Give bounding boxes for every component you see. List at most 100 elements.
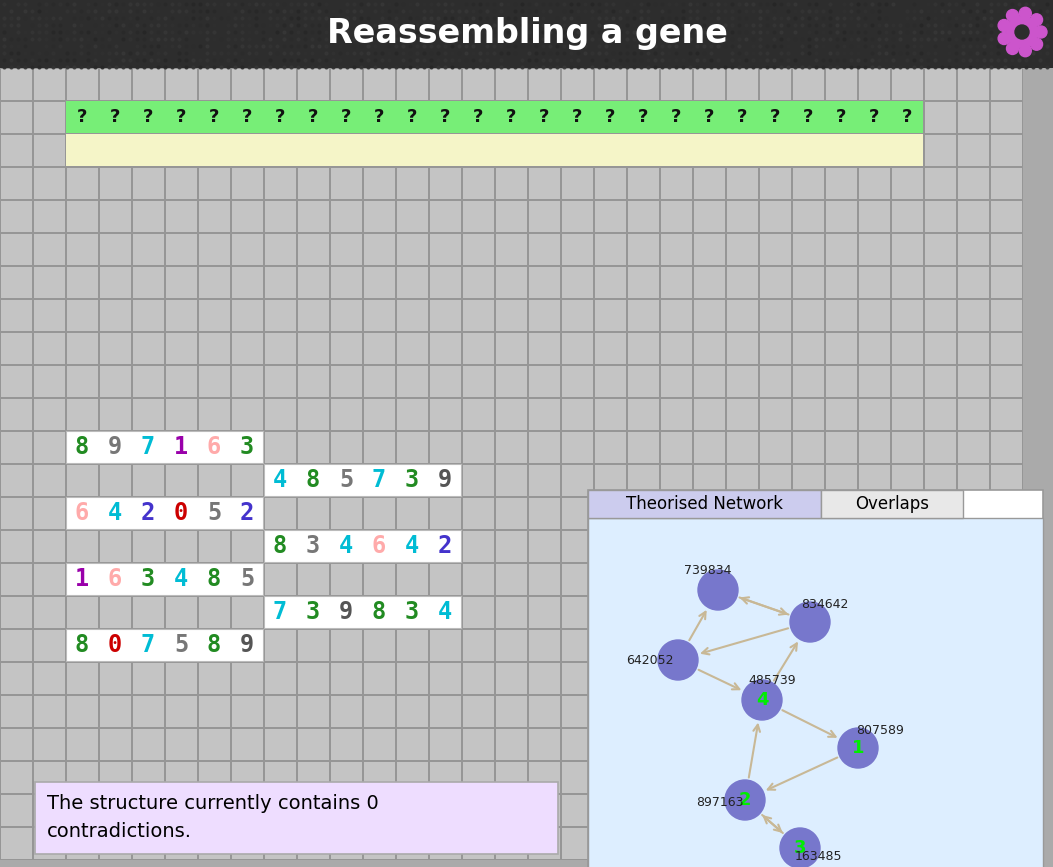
Bar [561, 662, 593, 694]
Bar [858, 68, 890, 100]
Bar [923, 266, 956, 298]
Bar [824, 662, 857, 694]
Text: 642052: 642052 [627, 654, 674, 667]
Bar [99, 101, 131, 133]
Text: 7: 7 [141, 633, 155, 657]
Bar [231, 101, 263, 133]
Bar [165, 563, 197, 595]
Bar [462, 266, 494, 298]
Bar [165, 431, 197, 463]
Bar [330, 497, 362, 529]
Bar [726, 695, 758, 727]
Bar [660, 695, 692, 727]
Bar [429, 728, 461, 760]
Bar [594, 134, 625, 166]
Bar [693, 233, 726, 265]
Circle shape [1031, 14, 1042, 26]
Bar [132, 134, 164, 166]
Bar [33, 662, 65, 694]
Bar [923, 332, 956, 364]
Bar [297, 563, 329, 595]
Bar [957, 266, 989, 298]
Bar [363, 431, 395, 463]
Bar [99, 167, 131, 199]
Bar [33, 596, 65, 628]
Bar [759, 431, 791, 463]
Bar [132, 299, 164, 331]
Bar [0, 530, 32, 562]
Bar [528, 398, 560, 430]
Bar [923, 233, 956, 265]
Bar [990, 827, 1022, 859]
Bar [330, 629, 362, 661]
Bar [198, 332, 230, 364]
Bar [66, 134, 98, 166]
Circle shape [1019, 7, 1031, 19]
Bar [0, 464, 32, 496]
Bar [429, 662, 461, 694]
Bar [396, 596, 428, 628]
Bar [726, 563, 758, 595]
Bar [462, 497, 494, 529]
Bar [165, 497, 197, 529]
Bar [858, 134, 890, 166]
Bar [957, 431, 989, 463]
Bar [824, 398, 857, 430]
Bar [923, 695, 956, 727]
Bar [363, 398, 395, 430]
Circle shape [698, 570, 738, 610]
Bar [231, 695, 263, 727]
Text: 7: 7 [273, 600, 287, 624]
Bar [165, 167, 197, 199]
Bar [462, 299, 494, 331]
Bar [528, 728, 560, 760]
Bar [627, 563, 659, 595]
Text: ?: ? [440, 108, 451, 126]
Bar [165, 695, 197, 727]
Bar [396, 101, 428, 133]
Text: 7: 7 [372, 468, 386, 492]
Bar [821, 490, 963, 518]
Bar [429, 101, 461, 133]
Bar [429, 563, 461, 595]
Circle shape [838, 728, 878, 768]
Bar [923, 629, 956, 661]
Bar [693, 563, 726, 595]
Bar [923, 167, 956, 199]
Bar [923, 728, 956, 760]
Bar [0, 200, 32, 232]
Bar [495, 266, 526, 298]
Bar [990, 431, 1022, 463]
Text: 4: 4 [756, 691, 769, 709]
Bar [132, 596, 164, 628]
Bar [363, 695, 395, 727]
Bar [429, 794, 461, 826]
Bar [330, 68, 362, 100]
Text: Overlaps: Overlaps [855, 495, 929, 513]
Bar [957, 761, 989, 793]
Bar [891, 794, 923, 826]
Bar [824, 728, 857, 760]
Bar [429, 761, 461, 793]
Bar [231, 299, 263, 331]
Bar [429, 827, 461, 859]
Bar [132, 662, 164, 694]
Bar [495, 167, 526, 199]
Bar [264, 200, 296, 232]
Bar [627, 398, 659, 430]
Bar [726, 431, 758, 463]
Text: ?: ? [374, 108, 384, 126]
Bar [165, 101, 197, 133]
Bar [264, 497, 296, 529]
Bar [297, 398, 329, 430]
Bar [957, 596, 989, 628]
Bar [132, 530, 164, 562]
Bar [462, 563, 494, 595]
Bar [923, 497, 956, 529]
Bar [792, 695, 824, 727]
Bar [528, 134, 560, 166]
Bar [297, 101, 329, 133]
Bar [627, 530, 659, 562]
Bar [66, 629, 263, 661]
Bar [792, 167, 824, 199]
